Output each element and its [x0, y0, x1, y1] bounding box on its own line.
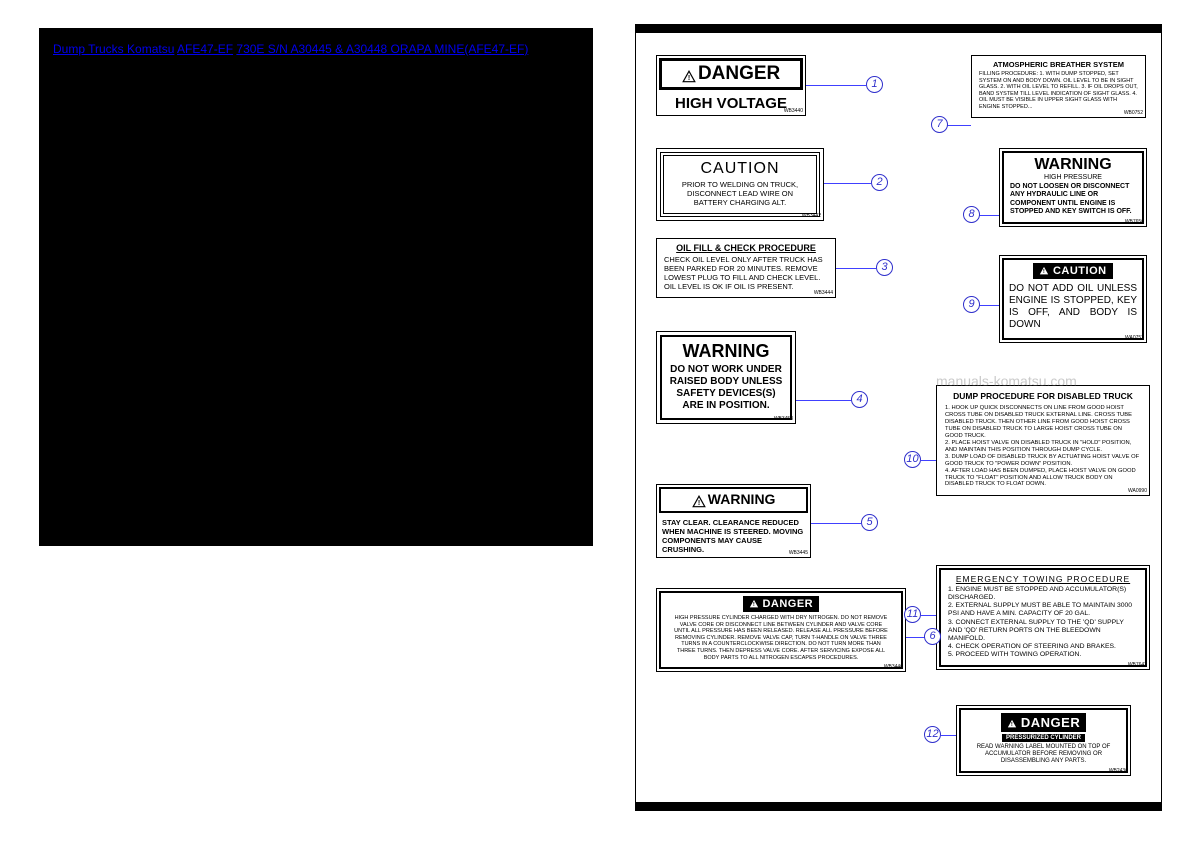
- callout-12: 12: [924, 726, 941, 743]
- callout-line: [979, 215, 999, 216]
- warning-triangle-icon: !: [682, 70, 696, 84]
- callout-line: [979, 305, 999, 306]
- breadcrumb-link-3[interactable]: 730E S/N A30445 & A30448 ORAPA MINE(AFE4…: [236, 42, 528, 56]
- callout-line: [806, 85, 866, 86]
- label-warning-stay-clear: ! WARNING STAY CLEAR. CLEARANCE REDUCED …: [656, 484, 811, 558]
- breadcrumb-link-2[interactable]: AFE47-EF: [177, 42, 233, 56]
- callout-2: 2: [871, 174, 888, 191]
- callout-1: 1: [866, 76, 883, 93]
- callout-line: [921, 460, 936, 461]
- callout-line: [941, 735, 956, 736]
- label-danger-pressurized: ! DANGER PRESSURIZED CYLINDER READ WARNI…: [956, 705, 1131, 776]
- watermark: manuals-komatsu.com: [936, 373, 1077, 389]
- label-caution-welding: CAUTION PRIOR TO WELDING ON TRUCK, DISCO…: [656, 148, 824, 221]
- label-emergency-towing: EMERGENCY TOWING PROCEDURE 1. ENGINE MUS…: [936, 565, 1150, 670]
- label-danger-hv: ! DANGER HIGH VOLTAGE WB3440: [656, 55, 806, 116]
- callout-line: [946, 125, 971, 126]
- callout-line: [796, 400, 851, 401]
- callout-4: 4: [851, 391, 868, 408]
- warning-triangle-icon: !: [692, 495, 706, 509]
- label-warning-high-pressure: WARNING HIGH PRESSURE DO NOT LOOSEN OR D…: [999, 148, 1147, 227]
- callout-10: 10: [904, 451, 921, 468]
- breadcrumb: Dump Trucks Komatsu AFE47-EF 730E S/N A3…: [53, 42, 579, 58]
- callout-11: 11: [904, 606, 921, 623]
- warning-triangle-icon: !: [1039, 266, 1049, 276]
- label-dump-procedure: DUMP PROCEDURE FOR DISABLED TRUCK 1. HOO…: [936, 385, 1150, 496]
- label-warning-raised-body: WARNING DO NOT WORK UNDER RAISED BODY UN…: [656, 331, 796, 424]
- svg-text:!: !: [753, 602, 755, 608]
- warning-triangle-icon: !: [1007, 719, 1017, 729]
- callout-3: 3: [876, 259, 893, 276]
- callout-line: [921, 615, 936, 616]
- breadcrumb-link-1[interactable]: Dump Trucks Komatsu: [53, 42, 174, 56]
- label-caution-oil: ! CAUTION DO NOT ADD OIL UNLESS ENGINE I…: [999, 255, 1147, 343]
- callout-line: [824, 183, 871, 184]
- callout-line: [811, 523, 861, 524]
- callout-5: 5: [861, 514, 878, 531]
- svg-text:!: !: [1043, 269, 1045, 275]
- left-black-panel: Dump Trucks Komatsu AFE47-EF 730E S/N A3…: [39, 28, 593, 546]
- callout-7: 7: [931, 116, 948, 133]
- callout-6: 6: [924, 628, 941, 645]
- svg-text:!: !: [1011, 722, 1013, 728]
- svg-text:!: !: [697, 500, 699, 507]
- diagram-panel: ! DANGER HIGH VOLTAGE WB3440 CAUTION PRI…: [635, 24, 1162, 811]
- callout-9: 9: [963, 296, 980, 313]
- callout-8: 8: [963, 206, 980, 223]
- callout-line: [836, 268, 876, 269]
- callout-line: [906, 637, 926, 638]
- label-atmospheric-breather: ATMOSPHERIC BREATHER SYSTEM FILLING PROC…: [971, 55, 1146, 118]
- svg-text:!: !: [688, 75, 690, 82]
- warning-triangle-icon: !: [749, 599, 759, 609]
- label-danger-cylinder: ! DANGER HIGH PRESSURE CYLINDER CHARGED …: [656, 588, 906, 672]
- label-oil-fill: OIL FILL & CHECK PROCEDURE CHECK OIL LEV…: [656, 238, 836, 298]
